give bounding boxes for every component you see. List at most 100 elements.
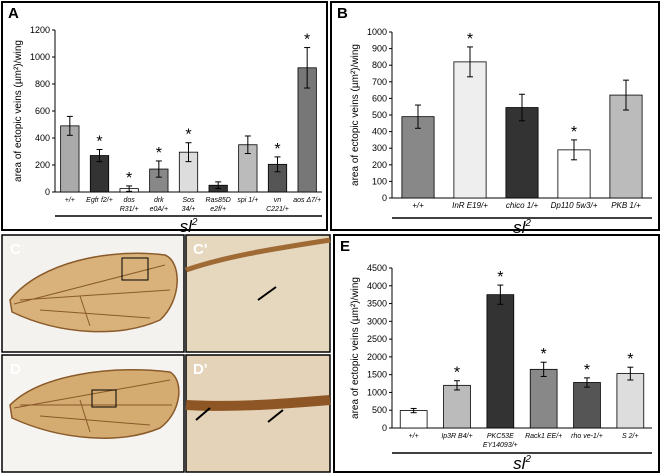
y-axis-label: area of ectopic veins (µm²)/wing — [350, 277, 361, 419]
bar — [486, 294, 515, 429]
panel-frame — [330, 1, 660, 231]
x-axis-label: sl2 — [513, 218, 531, 237]
panel-label: D' — [193, 361, 207, 378]
error-bar — [155, 160, 162, 178]
bar — [453, 61, 487, 199]
x-tick-label: +/+ — [412, 201, 424, 210]
y-tick-label: 1500 — [367, 370, 387, 380]
significance-marker: * — [454, 365, 460, 382]
significance-marker: * — [156, 145, 162, 162]
y-tick-label: 2500 — [367, 334, 387, 344]
x-axis-label-sup: 2 — [524, 218, 531, 229]
y-tick-label: 300 — [372, 143, 387, 153]
y-tick-label: 2000 — [367, 352, 387, 362]
error-bar — [519, 93, 525, 122]
x-tick-label: 34/+ — [182, 206, 196, 213]
wing — [9, 369, 180, 439]
x-tick-label: e0A/+ — [150, 206, 169, 213]
x-tick-label: InR E19/+ — [452, 201, 488, 210]
y-tick-label: 400 — [372, 127, 387, 137]
significance-marker: * — [126, 170, 132, 187]
x-tick-label: rho ve-1/+ — [571, 433, 603, 440]
error-bar — [454, 380, 460, 391]
y-tick-label: 3500 — [367, 299, 387, 309]
bar — [505, 107, 539, 199]
error-bar — [410, 407, 417, 414]
arrow — [195, 407, 211, 421]
arrow — [267, 409, 284, 423]
x-tick-label: vn — [274, 197, 282, 204]
y-tick-label: 500 — [372, 110, 387, 120]
photo-panels: C C' D D' — [1, 234, 331, 473]
x-tick-label: PKB 1/+ — [611, 201, 641, 210]
panel-label: C' — [193, 241, 207, 258]
error-bar — [497, 284, 504, 305]
significance-marker: * — [541, 346, 547, 363]
error-bar — [96, 148, 103, 163]
panel-frame — [1, 1, 328, 231]
x-axis-label-sup: 2 — [524, 454, 531, 465]
y-tick-label: 1000 — [30, 52, 50, 62]
bar — [401, 116, 435, 199]
y-tick-label: 0 — [382, 423, 387, 433]
error-bar — [584, 377, 590, 388]
significance-marker: * — [274, 141, 280, 158]
panel-label: E — [340, 238, 350, 255]
error-bar — [415, 104, 421, 129]
significance-marker: * — [185, 127, 191, 144]
panel-label: A — [8, 5, 19, 22]
x-tick-label: aos Δ7/+ — [293, 197, 321, 204]
zoom-box — [91, 389, 117, 408]
significance-marker: * — [584, 362, 590, 379]
error-bar — [623, 79, 629, 111]
y-tick-label: 700 — [372, 77, 387, 87]
x-tick-label: Ras85D — [206, 197, 231, 204]
bar — [443, 384, 471, 429]
panel-label: D — [10, 361, 21, 378]
wing-vein — [185, 395, 331, 411]
error-bar — [540, 361, 547, 377]
x-tick-label: Ip3R B4/+ — [441, 433, 472, 440]
bar — [616, 373, 645, 429]
x-tick-label: EY14093/+ — [483, 442, 518, 449]
x-axis-label: sl2 — [513, 454, 531, 473]
x-axis-label-text: sl — [513, 454, 527, 473]
y-tick-label: 100 — [372, 176, 387, 186]
error-bar — [244, 135, 251, 155]
significance-marker: * — [497, 269, 503, 286]
y-tick-label: 1000 — [367, 387, 387, 397]
significance-marker: * — [571, 124, 577, 141]
arrow — [257, 286, 277, 301]
x-tick-label: Rack1 EE/+ — [525, 433, 562, 440]
x-tick-label: Egfr f2/+ — [86, 197, 113, 204]
y-tick-label: 4500 — [367, 263, 387, 273]
wing-veins — [13, 264, 171, 327]
wing-vein — [185, 237, 331, 273]
significance-marker: * — [467, 31, 473, 48]
y-tick-label: 800 — [35, 79, 50, 89]
x-tick-label: PKC53E — [487, 433, 514, 440]
x-tick-label: +/+ — [409, 433, 419, 440]
y-tick-label: 600 — [35, 106, 50, 116]
x-tick-label: C221/+ — [266, 206, 289, 213]
y-tick-label: 4000 — [367, 281, 387, 291]
x-tick-label: Sos — [182, 197, 195, 204]
error-bar — [304, 47, 311, 89]
x-tick-label: Dp110 5w3/+ — [551, 201, 598, 210]
y-tick-label: 1000 — [367, 27, 387, 37]
error-bar — [571, 139, 577, 161]
y-tick-label: 1200 — [30, 25, 50, 35]
x-tick-label: chico 1/+ — [506, 201, 539, 210]
y-tick-label: 200 — [372, 160, 387, 170]
x-axis-label: sl2 — [180, 217, 198, 236]
bar — [529, 368, 558, 429]
error-bar — [66, 115, 73, 136]
zoom-box — [121, 257, 149, 281]
x-tick-label: S 2/+ — [622, 433, 639, 440]
error-bar — [274, 156, 281, 173]
y-tick-label: 800 — [372, 60, 387, 70]
panel-label: B — [337, 5, 348, 22]
panel-label: C — [10, 241, 21, 258]
photo-d-prime — [185, 354, 331, 473]
y-tick-label: 400 — [35, 133, 50, 143]
